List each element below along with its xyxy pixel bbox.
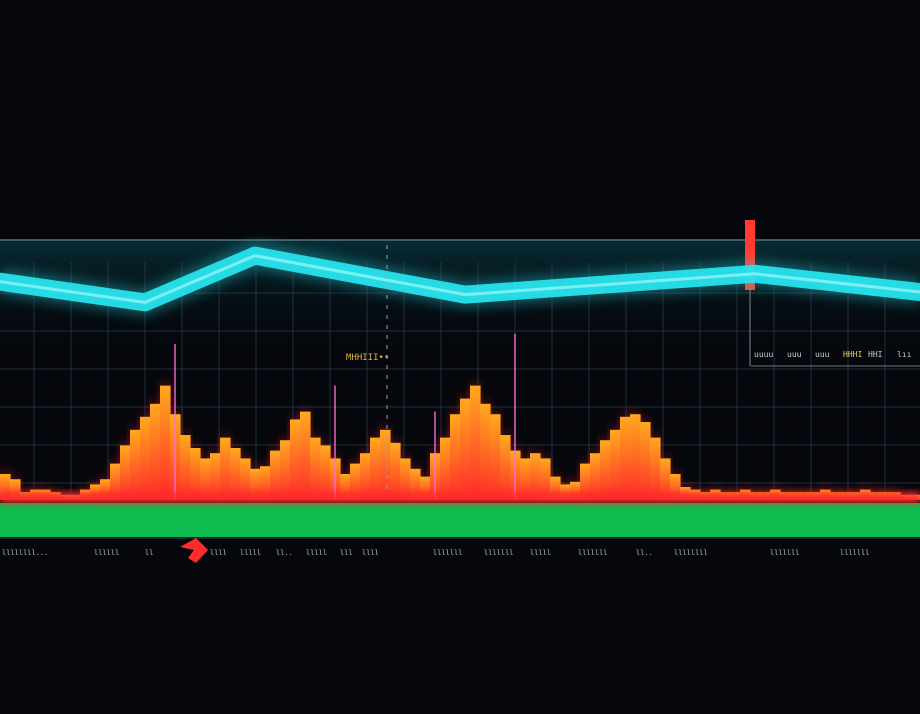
bar [300, 411, 311, 500]
bar [100, 479, 111, 500]
x-tick-label: lllllll [840, 549, 870, 557]
bar [370, 437, 381, 500]
bar [570, 481, 581, 500]
x-axis: llllllll... llllll ll llll lllll ll.. lllll lll… [0, 537, 920, 563]
bar [460, 398, 471, 500]
x-tick-label: lllllll [770, 549, 800, 557]
readout-right-3: uuu [815, 350, 830, 359]
bar [160, 385, 171, 500]
bar [600, 440, 611, 500]
bar [500, 435, 511, 500]
bar [540, 458, 551, 500]
x-tick-label: llllllll [674, 549, 708, 557]
bar [390, 442, 401, 500]
bar [490, 414, 501, 500]
x-tick-label: llll [210, 549, 227, 557]
x-tick-label: lllllll [433, 549, 463, 557]
x-tick-label: ll.. [636, 549, 653, 557]
x-tick-label: lllllll [484, 549, 514, 557]
readout-right-6: lıı [897, 350, 912, 359]
x-tick-label: lllll [530, 549, 551, 557]
bar [320, 445, 331, 500]
x-tick-label: lll [340, 549, 353, 557]
bar [630, 414, 641, 500]
x-tick-label: ll [145, 549, 153, 557]
bar [240, 458, 251, 500]
readout-right-1: uuuu [754, 350, 773, 359]
bar [250, 468, 261, 500]
line-point [144, 301, 147, 304]
bar [450, 414, 461, 500]
bar [470, 385, 481, 500]
bar [590, 453, 601, 500]
bar [200, 458, 211, 500]
bar [150, 403, 161, 500]
x-tick-label: llll [362, 549, 379, 557]
line-point [464, 293, 467, 296]
line-point [254, 254, 257, 257]
baseline-glow [0, 492, 920, 504]
x-tick-label: llllll [94, 549, 119, 557]
bar [120, 445, 131, 500]
readout-right-4: HHHI [843, 350, 862, 359]
bar [610, 429, 621, 500]
bar [650, 437, 661, 500]
bar [360, 453, 371, 500]
bar [10, 479, 21, 500]
bar [420, 476, 431, 500]
bar [520, 458, 531, 500]
bar [550, 476, 561, 500]
bar [660, 458, 671, 500]
marker-bar [745, 220, 755, 290]
bar [530, 453, 541, 500]
x-tick-label: lllllll [578, 549, 608, 557]
spikes [172, 333, 518, 500]
bar [110, 463, 121, 500]
arrow-icon [180, 538, 208, 563]
bar [480, 403, 491, 500]
bar [580, 463, 591, 500]
bar [210, 453, 221, 500]
bar [410, 468, 421, 500]
bar [270, 450, 281, 500]
bar [340, 474, 351, 500]
line-point [754, 272, 757, 275]
readout-left: MHHIII•• [346, 353, 389, 363]
marker [745, 220, 755, 366]
bar [220, 437, 231, 500]
x-tick-label: lllll [306, 549, 327, 557]
line-series [0, 242, 920, 316]
bar [0, 474, 11, 500]
bar [190, 448, 201, 500]
bar [670, 474, 681, 500]
baseline-band [0, 503, 920, 537]
bar [640, 422, 651, 500]
bar [310, 437, 321, 500]
line-highlight [0, 254, 920, 304]
x-tick-label: llllllll... [2, 549, 48, 557]
bar [620, 416, 631, 500]
bar [130, 429, 141, 500]
bar [230, 448, 241, 500]
readout-right-5: HHI [868, 350, 883, 359]
bar [260, 466, 271, 500]
bar [290, 419, 301, 500]
bar [280, 440, 291, 500]
bar [400, 458, 411, 500]
bar [180, 435, 191, 500]
bar [350, 463, 361, 500]
readout-panel: MHHIII•• uuuu uuu uuu HHHI HHI lıı [346, 350, 920, 367]
bar [380, 429, 391, 500]
bar [140, 416, 151, 500]
bar [440, 437, 451, 500]
readout-right-2: uuu [787, 350, 802, 359]
x-tick-label: ll.. [276, 549, 293, 557]
x-tick-label: lllll [240, 549, 261, 557]
